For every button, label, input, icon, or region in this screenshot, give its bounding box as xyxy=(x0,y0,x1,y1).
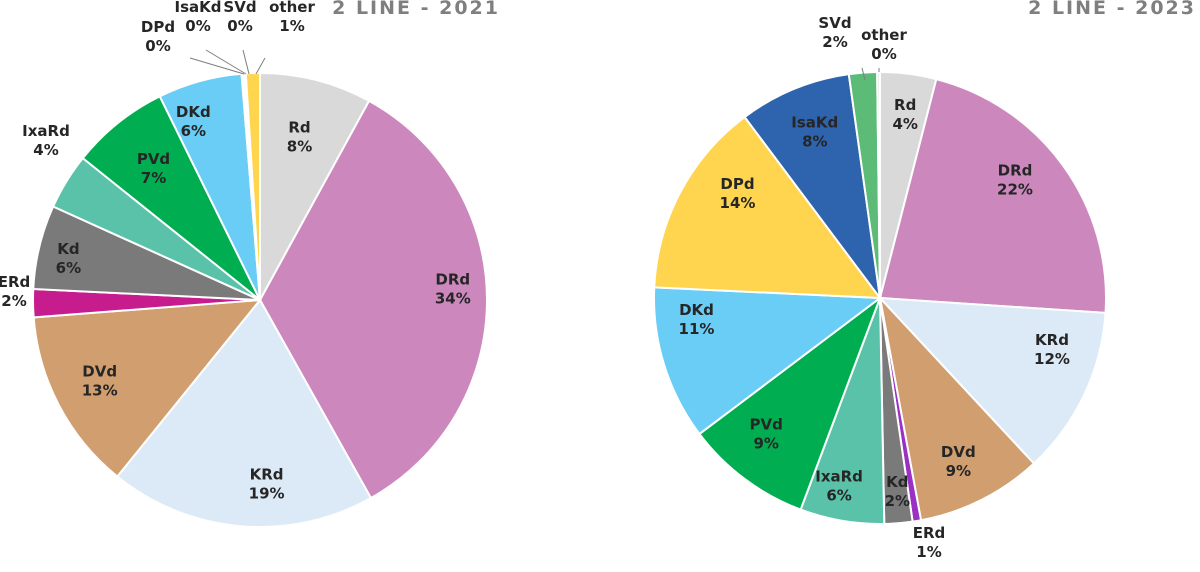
leader-line-svd-2023 xyxy=(861,67,866,81)
slice-label-pvd-2023: PVd 9% xyxy=(750,416,783,453)
pie-slice-dvd-2023 xyxy=(878,294,1036,522)
pie-slice-drd-2023 xyxy=(878,77,1107,314)
slice-label-dvd-2021: DVd 13% xyxy=(82,362,118,399)
slice-label-erd-2023: ERd 1% xyxy=(913,524,946,561)
leader-line-svd-2021 xyxy=(242,49,250,75)
slice-label-dkd-2021: DKd 6% xyxy=(176,103,211,140)
chart-title-2023: 2 LINE - 2023 xyxy=(1028,0,1196,19)
pie-chart-2021: 2 LINE - 2021 Rd 8% DRd 34% KRd 19% DVd 13% ERd 2… xyxy=(0,0,500,528)
pie-slice-dpd-2023 xyxy=(653,115,883,300)
slice-label-ixard-2023: IxaRd 6% xyxy=(815,467,863,504)
slice-label-kd-2023: Kd 2% xyxy=(885,473,910,510)
chart-title-2021: 2 LINE - 2021 xyxy=(332,0,500,19)
pie-slice-krd-2023 xyxy=(877,296,1107,465)
pie-slice-drd-2021 xyxy=(258,99,488,500)
slice-label-dvd-2023: DVd 9% xyxy=(941,443,976,480)
slice-label-drd-2021: DRd 34% xyxy=(435,270,471,307)
slice-label-other-2023: other 0% xyxy=(861,26,907,63)
slice-label-dkd-2023: DKd 11% xyxy=(679,301,715,338)
slice-label-rd-2023: Rd 4% xyxy=(892,96,917,133)
slice-label-krd-2021: KRd 19% xyxy=(249,465,285,502)
leader-line-other-2021 xyxy=(255,57,266,75)
slice-label-drd-2023: DRd 22% xyxy=(997,162,1033,199)
slice-label-isakd-2021: IsaKd 0% xyxy=(175,0,222,35)
pie-chart-2023: 2 LINE - 2023 Rd 4% DRd 22% KRd 12% DVd 9% ERd 1%… xyxy=(653,0,1196,561)
pie-slice-dvd-2021 xyxy=(32,298,263,478)
leader-line-dpd-2021 xyxy=(189,57,245,75)
slice-label-dpd-2021: DPd 0% xyxy=(141,18,175,55)
pie-slice-isakd-2023 xyxy=(743,73,881,299)
pie-slice-dkd-2023 xyxy=(653,286,883,436)
slice-label-other-2021: other 1% xyxy=(269,0,315,35)
slice-label-rd-2021: Rd 8% xyxy=(287,118,312,155)
slice-label-pvd-2021: PVd 7% xyxy=(137,150,170,187)
slice-label-kd-2021: Kd 6% xyxy=(56,240,81,277)
slice-label-svd-2023: SVd 2% xyxy=(818,14,851,51)
leader-line-isakd-2021 xyxy=(205,49,247,75)
pie-slice-krd-2021 xyxy=(115,298,373,528)
slice-label-svd-2021: SVd 0% xyxy=(223,0,256,35)
pie-slice-other-2023 xyxy=(876,70,881,299)
slice-label-isakd-2023: IsaKd 8% xyxy=(791,114,838,151)
slice-label-ixard-2021: IxaRd 4% xyxy=(22,122,70,159)
slice-label-dpd-2023: DPd 14% xyxy=(720,175,756,212)
slice-label-krd-2023: KRd 12% xyxy=(1034,331,1070,368)
pie-slice-pvd-2023 xyxy=(698,295,883,511)
slice-label-erd-2021: ERd 2% xyxy=(0,273,30,310)
pie-slice-rd-2021 xyxy=(259,71,371,301)
